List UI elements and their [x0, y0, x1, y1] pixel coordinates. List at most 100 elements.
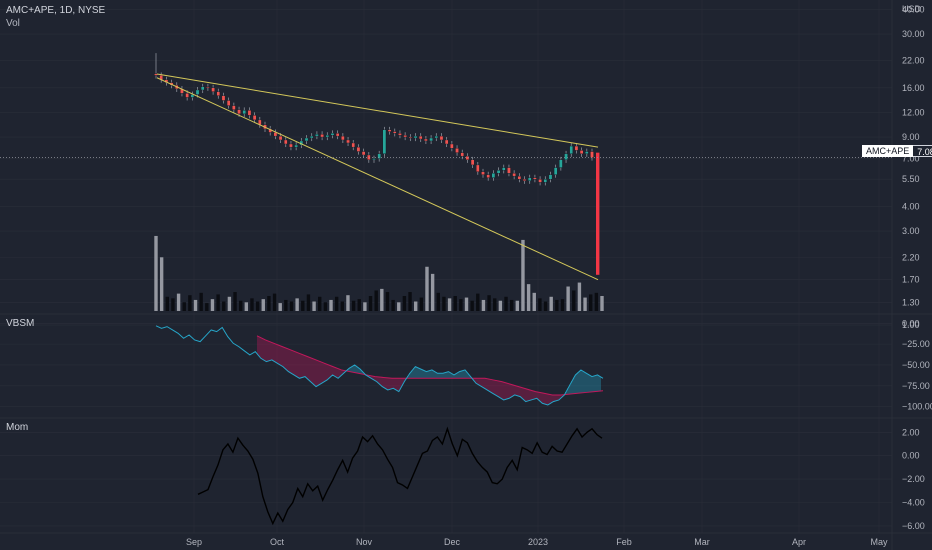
vbsm-axis-tick: 0.00 — [902, 318, 920, 328]
candle-body — [325, 134, 330, 138]
volume-bar — [154, 235, 158, 311]
candle-body — [237, 109, 241, 115]
volume-bar — [391, 299, 395, 311]
volume-bar — [600, 295, 604, 311]
candle-body — [418, 135, 423, 140]
volume-bar — [295, 298, 299, 311]
mom-axis-tick: −6.00 — [902, 521, 925, 531]
candle-body — [226, 100, 231, 106]
volume-bar — [176, 293, 181, 311]
wedge-pattern[interactable] — [156, 73, 599, 281]
volume-bar — [487, 295, 491, 311]
candle-body — [507, 167, 511, 174]
volume-bar — [493, 298, 497, 311]
vbsm-label[interactable]: VBSM — [6, 318, 35, 329]
volume-bar — [244, 302, 249, 311]
candle-body — [553, 167, 558, 175]
candle-body — [278, 135, 283, 141]
candle-body — [372, 158, 376, 161]
candle-body — [533, 177, 537, 180]
volume-bar — [419, 297, 424, 311]
time-axis-tick: May — [870, 537, 888, 547]
candle-body — [527, 177, 532, 181]
volume-bar — [436, 292, 440, 311]
volume-bar — [380, 288, 384, 311]
volume-bar — [374, 290, 378, 311]
volume-bar — [272, 293, 277, 311]
volume-bar — [425, 266, 429, 311]
volume-bar — [442, 296, 446, 311]
candle-body — [195, 89, 200, 95]
candle-body — [252, 115, 257, 121]
candle-body — [206, 86, 210, 89]
volume-bar — [476, 293, 480, 311]
price-axis-tick: 1.30 — [902, 298, 920, 308]
price-axis-tick: 22.00 — [902, 56, 925, 66]
mom-label[interactable]: Mom — [6, 422, 29, 433]
vbsm-main-line — [155, 325, 604, 406]
chart-title[interactable]: AMC+APE, 1D, NYSE — [6, 5, 106, 16]
price-axis-tick: 9.00 — [902, 132, 920, 142]
volume-bar — [594, 292, 599, 311]
candle-body — [190, 94, 195, 98]
time-axis-tick: Dec — [444, 537, 461, 547]
volume-bar — [498, 300, 503, 311]
candle-body — [346, 139, 350, 144]
volume-bar — [250, 298, 254, 311]
vbsm-signal-line — [256, 335, 604, 396]
volume-bar — [210, 299, 215, 311]
volume-bar — [408, 292, 412, 311]
time-axis-tick: Feb — [616, 537, 632, 547]
candle-body — [315, 134, 319, 137]
volume-bar — [318, 296, 322, 311]
wedge-upper-line — [156, 73, 599, 148]
candle-body — [221, 95, 226, 101]
volume-label[interactable]: Vol — [6, 18, 20, 29]
candle-body — [283, 139, 288, 145]
vbsm-axis-tick: −75.00 — [902, 381, 930, 391]
volume-bar — [526, 284, 531, 311]
volume-bar — [464, 297, 469, 311]
last-price-symbol: AMC+APE — [862, 145, 914, 157]
volume-bar — [329, 299, 333, 311]
candle-body — [522, 179, 527, 181]
volume-bar — [306, 294, 311, 311]
volume-bar — [301, 300, 305, 311]
volume-bar — [413, 301, 418, 311]
candle-body — [424, 138, 428, 142]
candle-body — [392, 131, 397, 134]
candle-body — [403, 134, 407, 138]
price-axis-tick: 5.50 — [902, 174, 920, 184]
candle-body — [564, 153, 568, 161]
price-axis-tick: 7.00 — [902, 154, 920, 164]
candle-body — [517, 175, 522, 180]
volume-bar — [555, 299, 559, 311]
volume-bar — [199, 292, 203, 311]
candle-body — [460, 152, 465, 157]
candlestick-series — [154, 53, 600, 275]
volume-series — [154, 235, 604, 311]
mom-axis-tick: −2.00 — [902, 474, 925, 484]
candle-body — [470, 159, 475, 166]
volume-bar — [284, 299, 288, 311]
candle-body — [585, 151, 589, 155]
candle-body — [361, 151, 366, 156]
candle-body — [377, 153, 381, 159]
candle-body — [501, 167, 506, 171]
last-price-tag: AMC+APE 7.08 — [862, 145, 932, 157]
candle-body — [548, 174, 553, 180]
drop-candle — [596, 152, 600, 275]
volume-bar — [227, 296, 232, 311]
candle-body — [450, 143, 454, 149]
volume-bar — [515, 300, 520, 311]
mom-axis-tick: 2.00 — [902, 427, 920, 437]
price-axis-tick: 1.00 — [902, 320, 920, 330]
volume-bar — [312, 301, 316, 311]
volume-bar — [459, 299, 463, 311]
wedge-lower-line — [156, 77, 599, 281]
volume-bar — [397, 302, 401, 311]
candle-body — [491, 172, 496, 178]
last-price-value: 7.08 — [913, 145, 932, 157]
candle-body — [481, 171, 485, 175]
